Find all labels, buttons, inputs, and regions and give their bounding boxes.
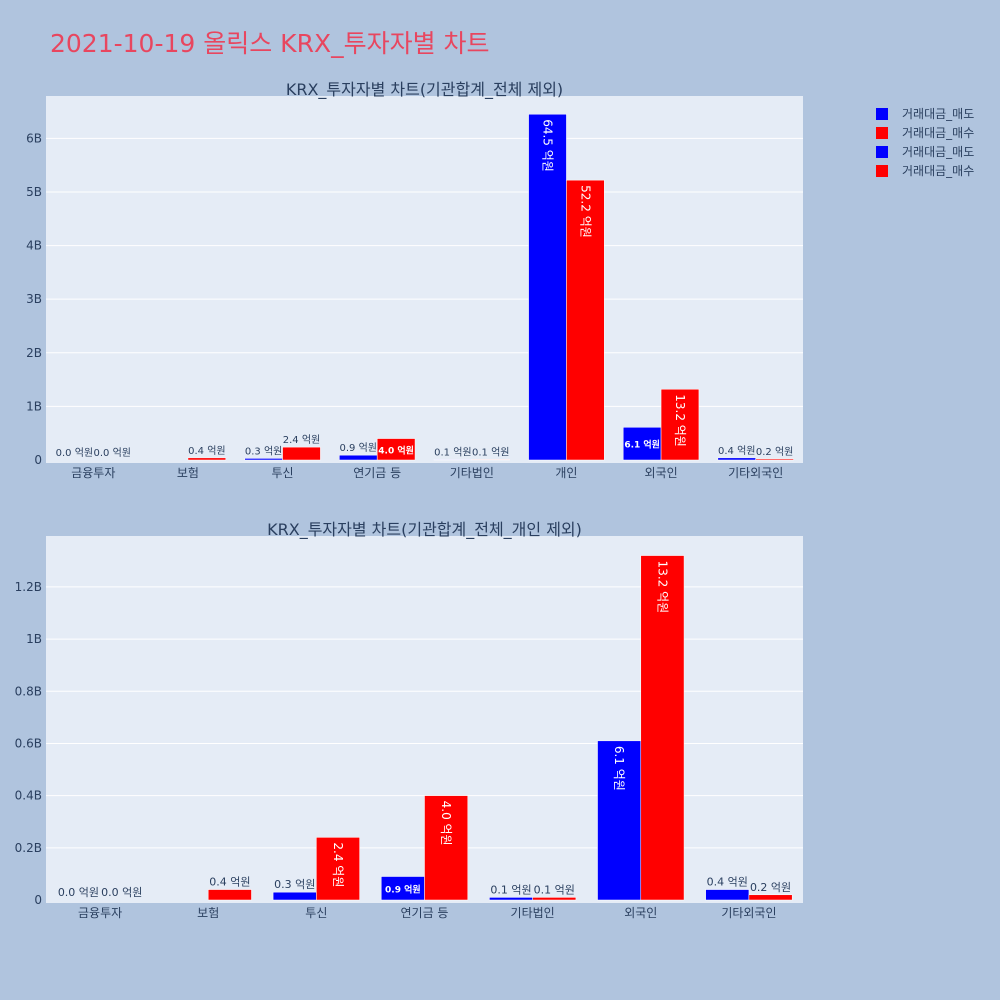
data-label: 0.0 억원 [93,447,130,459]
y-tick-label: 0.6B [15,736,42,750]
x-tick-label: 투신 [272,466,294,480]
x-tick-label: 연기금 등 [401,906,449,920]
data-label: 2.4 억원 [283,434,320,446]
bar-buy [471,459,510,461]
x-tick-label: 보험 [197,906,219,920]
data-label: 6.1 억원 [612,746,626,791]
data-label: 0.2 억원 [750,881,791,894]
legend-item[interactable]: 거래대금_매도 [902,107,974,121]
data-label: 6.1 억원 [624,439,660,451]
bar-buy [424,795,469,901]
chart-title: KRX_투자자별 차트(기관합계_전체 제외) [286,80,563,100]
bar-sell [339,454,378,461]
bar-buy [748,894,793,901]
x-tick-label: 보험 [177,466,199,480]
x-tick-label: 기타외국인 [728,466,783,480]
y-tick-label: 1.2B [15,580,42,594]
bar-sell [244,458,283,461]
x-tick-label: 개인 [555,466,577,480]
chart-2: 0 0.2B 0.4B 0.6B 0.8B 1B 1.2B KRX_투자자별 차트(기관합계_… [15,520,803,920]
legend-swatch[interactable] [876,108,888,120]
data-label: 52.2 억원 [578,185,592,238]
bar-buy [640,555,685,901]
y-tick-label: 2B [26,346,42,360]
y-tick-label: 0 [34,893,42,907]
x-tick-label: 기타법인 [450,466,494,480]
legend-swatch[interactable] [876,127,888,139]
x-tick-label: 금융투자 [78,906,122,920]
data-label: 0.3 억원 [274,878,315,891]
bar-buy [316,837,360,901]
data-label: 64.5 억원 [541,119,555,172]
data-label: 0.2 억원 [756,446,793,458]
data-label: 0.9 억원 [340,442,377,454]
y-tick-label: 6B [26,131,42,145]
chart-title: KRX_투자자별 차트(기관합계_전체_개인 제외) [267,520,582,540]
y-tick-label: 0.2B [15,841,42,855]
data-label: 0.9 억원 [385,883,421,895]
bar-buy [282,446,321,461]
bar-sell [489,897,533,901]
data-label: 0.4 억원 [209,876,250,889]
data-label: 13.2 억원 [655,561,669,614]
data-label: 0.1 억원 [472,446,509,458]
data-label: 0.1 억원 [434,446,471,458]
bar-buy [376,438,416,461]
data-label: 0.4 억원 [188,445,225,457]
data-label: 0.1 억원 [490,883,531,896]
y-tick-label: 5B [26,185,42,199]
bar-buy [660,388,700,461]
bar-sell [528,113,567,461]
data-label: 0.1 억원 [534,883,575,896]
legend-swatch[interactable] [876,165,888,177]
data-label: 4.0 억원 [378,444,414,456]
x-tick-label: 연기금 등 [353,466,401,480]
legend-item[interactable]: 거래대금_매수 [902,126,974,140]
y-tick-label: 0.8B [15,684,42,698]
y-tick-label: 4B [26,239,42,253]
data-label: 2.4 억원 [331,842,345,887]
bar-sell [705,889,750,901]
data-label: 0.4 억원 [707,876,748,889]
page-title: 2021-10-19 올릭스 KRX_투자자별 차트 [50,29,490,58]
data-label: 0.0 억원 [58,886,99,899]
bar-buy [207,889,252,901]
chart-1: 0 1B 2B 3B 4B 5B 6B KRX_투자자별 차트(기관합계_전체 제외) 금융투자… [26,80,803,480]
bar-sell [622,427,662,461]
bar-buy [755,458,794,461]
bar-buy [187,457,227,461]
data-label: 0.4 억원 [718,445,755,457]
x-tick-label: 투신 [305,906,327,920]
bar-buy [566,179,605,461]
y-tick-label: 0.4B [15,789,42,803]
legend-item[interactable]: 거래대금_매도 [902,145,974,159]
y-tick-label: 3B [26,292,42,306]
x-tick-label: 외국인 [645,466,678,480]
bar-sell [272,891,317,901]
x-tick-label: 기타외국인 [721,906,776,920]
data-label: 0.3 억원 [245,445,282,457]
legend-swatch[interactable] [876,146,888,158]
y-tick-label: 1B [26,632,42,646]
data-label: 0.0 억원 [56,447,93,459]
legend-item[interactable]: 거래대금_매수 [902,164,974,178]
bar-sell [717,457,756,461]
x-tick-label: 외국인 [624,906,657,920]
y-tick-label: 1B [26,399,42,413]
bar-sell [433,459,473,461]
x-tick-label: 기타법인 [511,906,555,920]
x-tick-label: 금융투자 [71,466,115,480]
data-label: 0.0 억원 [101,886,142,899]
bar-buy [532,897,577,901]
data-label: 4.0 억원 [439,801,453,846]
data-label: 13.2 억원 [673,394,687,447]
bar-sell [597,740,642,901]
y-tick-label: 0 [34,453,42,467]
